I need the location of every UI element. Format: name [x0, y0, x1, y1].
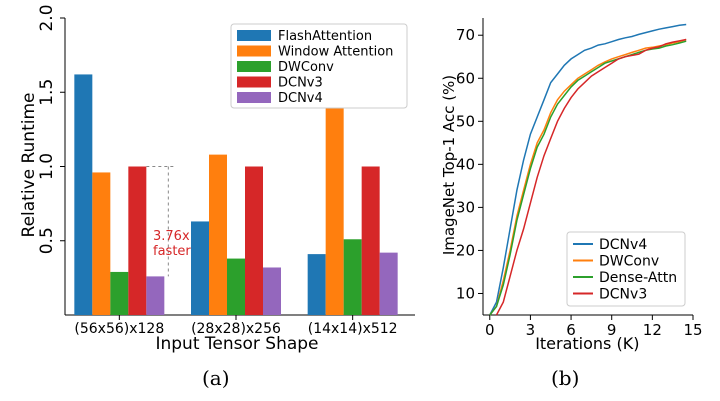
b-y-tick-label: 70 — [456, 26, 475, 44]
annotation-label: 3.76x — [153, 229, 190, 244]
b-y-tick-label: 10 — [456, 284, 475, 302]
b-x-tick-label: 0 — [485, 321, 495, 339]
line-dcnv4 — [489, 23, 687, 316]
b-x-tick-label: 9 — [607, 321, 617, 339]
a-y-axis-label: Relative Runtime — [19, 93, 39, 238]
bar-flashattention — [191, 221, 209, 315]
b-x-tick-label: 6 — [566, 321, 576, 339]
a-legend-swatch — [237, 76, 271, 88]
a-legend-swatch — [237, 45, 271, 57]
b-y-tick-label: 40 — [456, 155, 475, 173]
bar-dcnv3 — [245, 166, 263, 315]
b-x-axis-label: Iterations (K) — [535, 334, 639, 353]
b-legend-label: Dense-Attn — [599, 270, 677, 286]
bar-dwconv — [343, 239, 362, 315]
bar-dcnv4 — [379, 252, 398, 315]
a-y-tick-label: 2.0 — [37, 4, 57, 31]
a-legend-swatch — [237, 92, 271, 103]
b-y-axis-label: ImageNet Top-1 Acc (%) — [440, 75, 458, 255]
line-dcnv3 — [495, 38, 687, 316]
a-legend-swatch — [237, 61, 271, 72]
a-x-axis-label: Input Tensor Shape — [155, 334, 318, 354]
b-legend-label: DCNv3 — [599, 287, 647, 303]
bar-dwconv — [227, 258, 245, 315]
b-x-tick-label: 12 — [643, 321, 662, 339]
line-dense-attn — [489, 40, 687, 316]
a-y-tick-label: 1.5 — [37, 79, 57, 106]
annotation-label: faster — [153, 244, 191, 259]
bar-flashattention — [307, 254, 326, 315]
b-x-tick-label: 3 — [526, 321, 536, 339]
b-legend-label: DCNv4 — [599, 237, 647, 253]
bar-dwconv — [110, 271, 129, 315]
bar-dcnv3 — [361, 166, 380, 315]
b-y-tick-label: 30 — [456, 198, 475, 216]
a-legend-label: DCNv4 — [278, 91, 323, 106]
a-legend-label: DWConv — [278, 60, 334, 75]
b-legend-label: DWConv — [599, 254, 659, 270]
a-legend-swatch — [237, 30, 271, 41]
a-legend-label: FlashAttention — [278, 29, 372, 44]
bar-window-attention — [92, 172, 111, 315]
bar-window-attention — [209, 154, 227, 315]
caption-b: (b) — [551, 366, 580, 390]
b-legend-box — [566, 231, 686, 307]
line-dwconv — [489, 38, 687, 316]
a-y-tick-label: 1.0 — [37, 153, 57, 180]
bar-dcnv4 — [263, 267, 281, 315]
bar-dcnv3 — [128, 166, 147, 315]
b-y-tick-label: 20 — [456, 241, 475, 259]
a-legend-label: DCNv3 — [278, 76, 323, 91]
a-legend-box — [230, 23, 408, 109]
a-x-tick-label: (14x14)x512 — [308, 321, 398, 337]
a-legend-label: Window Attention — [278, 45, 393, 60]
b-x-tick-label: 15 — [683, 321, 702, 339]
a-x-tick-label: (56x56)x128 — [74, 321, 164, 337]
caption-a: (a) — [202, 366, 230, 390]
a-y-tick-label: 0.5 — [37, 227, 57, 254]
b-y-tick-label: 50 — [456, 112, 475, 130]
bar-window-attention — [325, 104, 344, 315]
b-y-tick-label: 60 — [456, 69, 475, 87]
bar-dcnv4 — [146, 276, 165, 315]
a-x-tick-label: (28x28)x256 — [191, 321, 281, 337]
bar-flashattention — [74, 74, 93, 316]
